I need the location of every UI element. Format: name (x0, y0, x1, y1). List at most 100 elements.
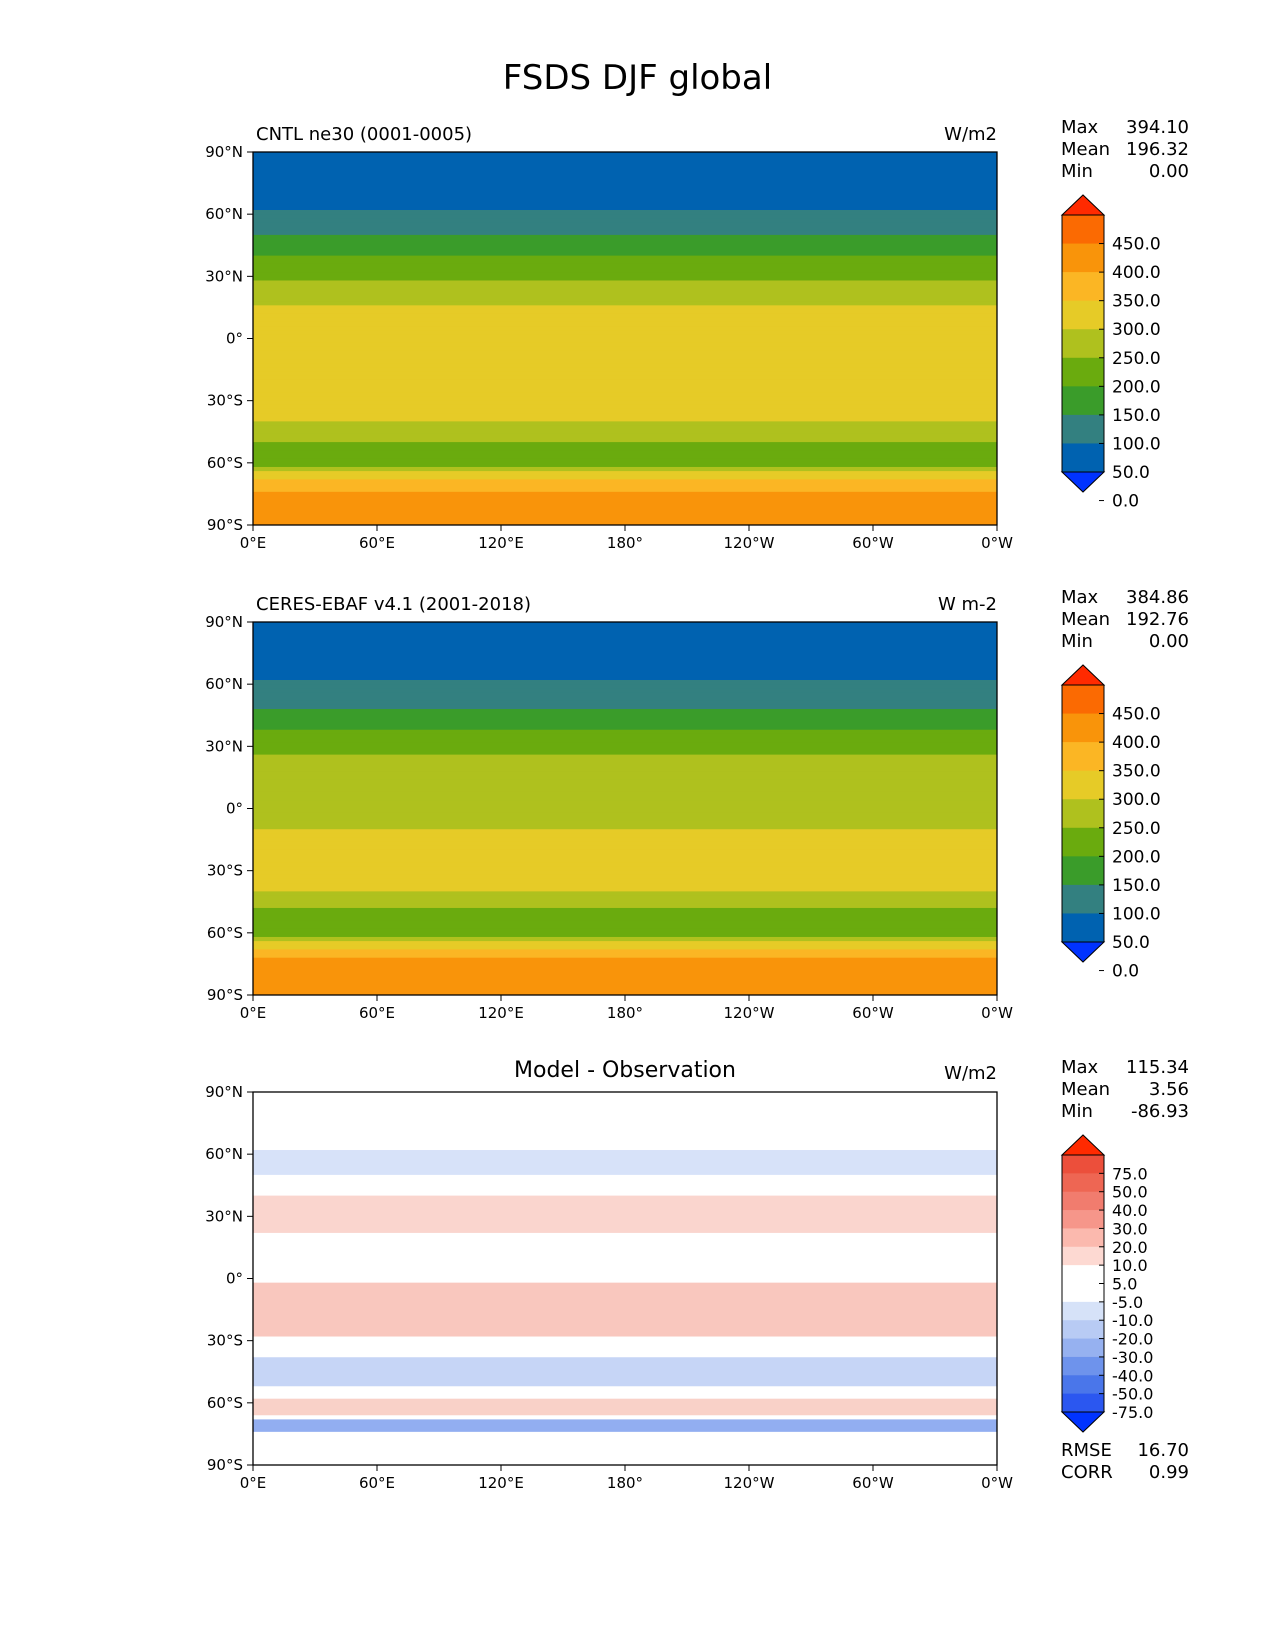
x-tick-label: 120°W (724, 1474, 775, 1492)
field-band (253, 791, 997, 797)
colorbar-swatch (1062, 770, 1104, 800)
field-band (253, 974, 997, 980)
colorbar-swatch (1062, 357, 1104, 387)
y-tick-label: 90°N (205, 143, 243, 161)
colorbar-swatch (1062, 1375, 1104, 1395)
field-band (253, 725, 997, 731)
colorbar-label: 50.0 (1112, 1183, 1148, 1202)
y-tick-label: 30°S (207, 392, 243, 410)
colorbar-label: -40.0 (1112, 1366, 1153, 1385)
field-band (253, 504, 997, 510)
colorbar-swatch (1062, 1320, 1104, 1340)
panel-1-title: CNTL ne30 (0001-0005) (256, 124, 473, 145)
field-band (253, 688, 997, 694)
field-band (253, 185, 997, 190)
colorbar-label: 200.0 (1112, 377, 1161, 397)
field-band (253, 953, 997, 959)
field-band (253, 483, 997, 489)
field-band (253, 239, 997, 244)
field-band (253, 342, 997, 348)
field-band (253, 820, 997, 826)
field-band (253, 268, 997, 273)
field-band (253, 471, 997, 476)
stat-min: Min 0.00 (1061, 631, 1189, 652)
field-band (253, 916, 997, 921)
colorbar-label: 5.0 (1112, 1275, 1137, 1294)
field-band (253, 920, 997, 926)
field-band (253, 251, 997, 257)
y-tick-label: 60°S (207, 454, 243, 472)
panel-3-units: W/m2 (944, 1063, 997, 1084)
field-band (253, 704, 997, 710)
field-band (253, 164, 997, 170)
x-tick-label: 0°E (240, 534, 267, 552)
colorbar-3: 75.050.040.030.020.010.05.0-5.0-10.0-20.… (1060, 1134, 1153, 1433)
field-band (253, 230, 997, 236)
colorbar-label: 400.0 (1112, 263, 1161, 283)
field-band (253, 176, 997, 182)
field-band (253, 400, 997, 406)
colorbar-label: 150.0 (1112, 406, 1161, 426)
map-1-axes: 0°E 60°E 120°E 180° 120°W 60°W 0°W 90°N 60°N 30°N… (205, 143, 1013, 552)
y-tick-label: 90°S (207, 516, 243, 534)
colorbar-label: -10.0 (1112, 1311, 1153, 1330)
stat-min: Min 0.00 (1061, 161, 1189, 182)
field-band (253, 388, 997, 393)
stat-rmse: RMSE 16.70 (1061, 1440, 1189, 1461)
colorbar-max-arrow (1060, 194, 1106, 216)
field-band (253, 675, 997, 681)
stat-corr: CORR 0.99 (1061, 1462, 1189, 1483)
field-band (253, 458, 997, 464)
field-band (253, 717, 997, 723)
field-band (253, 651, 997, 656)
stat-max: Max 384.86 (1061, 587, 1189, 608)
field-band (253, 292, 997, 298)
colorbar-2: 450.0 400.0 350.0 300.0 250.0 200.0 150.0 100.0… (1060, 664, 1161, 982)
x-tick-label: 60°E (359, 1474, 395, 1492)
colorbar-label: 100.0 (1112, 904, 1161, 924)
field-band (253, 775, 997, 781)
field-band (253, 841, 997, 847)
field-band (253, 696, 997, 702)
field-band (253, 825, 997, 830)
field-band (253, 812, 997, 818)
field-band (253, 912, 997, 917)
field-band (253, 709, 997, 714)
x-tick-label: 0°W (981, 1004, 1013, 1022)
field-band (253, 936, 997, 942)
field-band (253, 829, 997, 834)
colorbar-label: 150.0 (1112, 876, 1161, 896)
colorbar-swatch (1062, 1210, 1104, 1229)
panel-3-stats: Max 115.34 Mean 3.56 Min -86.93 (1061, 1057, 1189, 1123)
field-band (253, 758, 997, 764)
field-band (253, 367, 997, 373)
field-band (253, 891, 997, 897)
field-band (253, 762, 997, 768)
field-band (253, 986, 997, 992)
field-band (253, 878, 997, 884)
field-band (253, 965, 997, 971)
field-band (253, 417, 997, 422)
field-band (253, 746, 997, 752)
colorbar-label: 400.0 (1112, 733, 1161, 753)
field-band (253, 634, 997, 640)
field-band (253, 754, 997, 760)
colorbar-label: 40.0 (1112, 1201, 1148, 1220)
colorbar-max-arrow (1060, 664, 1106, 686)
field-band (253, 1195, 997, 1233)
colorbar-swatch (1062, 1265, 1104, 1284)
field-band (253, 301, 997, 306)
colorbar-label: 450.0 (1112, 235, 1161, 255)
field-band (253, 450, 997, 456)
field-band (253, 1237, 997, 1262)
field-band (253, 512, 997, 518)
panel-2-title: CERES-EBAF v4.1 (2001-2018) (256, 594, 532, 615)
field-band (253, 945, 997, 951)
field-band (253, 646, 997, 652)
colorbar-label: 350.0 (1112, 762, 1161, 782)
field-band (253, 796, 997, 801)
field-band (253, 297, 997, 302)
field-band (253, 508, 997, 514)
colorbar-swatch (1062, 913, 1104, 943)
colorbar-frame (1061, 214, 1105, 473)
